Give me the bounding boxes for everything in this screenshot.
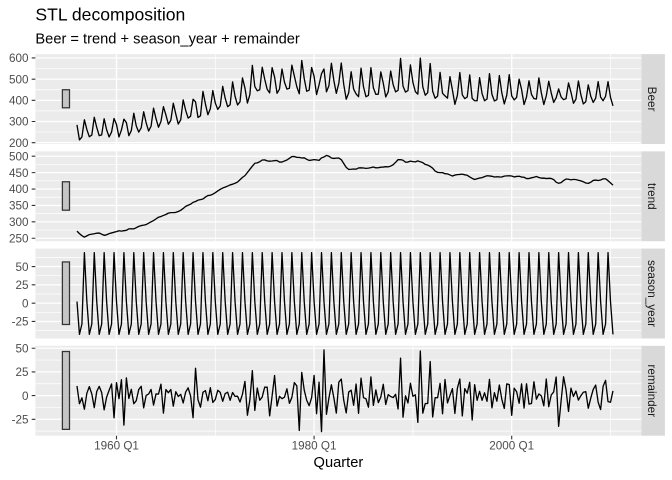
svg-text:450: 450: [9, 167, 29, 180]
svg-text:600: 600: [9, 52, 29, 65]
svg-text:1960 Q1: 1960 Q1: [94, 439, 139, 452]
svg-text:400: 400: [9, 183, 29, 196]
svg-text:Beer = trend + season_year + r: Beer = trend + season_year + remainder: [35, 32, 299, 48]
svg-text:300: 300: [9, 216, 29, 229]
svg-text:50: 50: [15, 342, 29, 355]
svg-text:50: 50: [15, 261, 29, 274]
svg-text:trend: trend: [645, 183, 658, 210]
svg-text:2000 Q1: 2000 Q1: [489, 439, 534, 452]
svg-text:remainder: remainder: [645, 364, 658, 417]
svg-text:STL decomposition: STL decomposition: [35, 5, 185, 25]
svg-text:350: 350: [9, 200, 29, 213]
svg-text:300: 300: [9, 116, 29, 129]
svg-text:25: 25: [15, 366, 29, 379]
svg-text:1980 Q1: 1980 Q1: [292, 439, 337, 452]
svg-text:-25: -25: [12, 316, 29, 329]
svg-text:0: 0: [22, 297, 29, 310]
svg-text:Quarter: Quarter: [314, 455, 364, 471]
svg-text:250: 250: [9, 232, 29, 245]
svg-text:-25: -25: [12, 413, 29, 426]
svg-text:season_year: season_year: [645, 260, 658, 327]
svg-text:0: 0: [22, 390, 29, 403]
svg-text:400: 400: [9, 95, 29, 108]
svg-text:Beer: Beer: [645, 87, 658, 112]
svg-text:500: 500: [9, 73, 29, 86]
svg-text:500: 500: [9, 150, 29, 163]
svg-text:25: 25: [15, 279, 29, 292]
svg-text:200: 200: [9, 137, 29, 150]
